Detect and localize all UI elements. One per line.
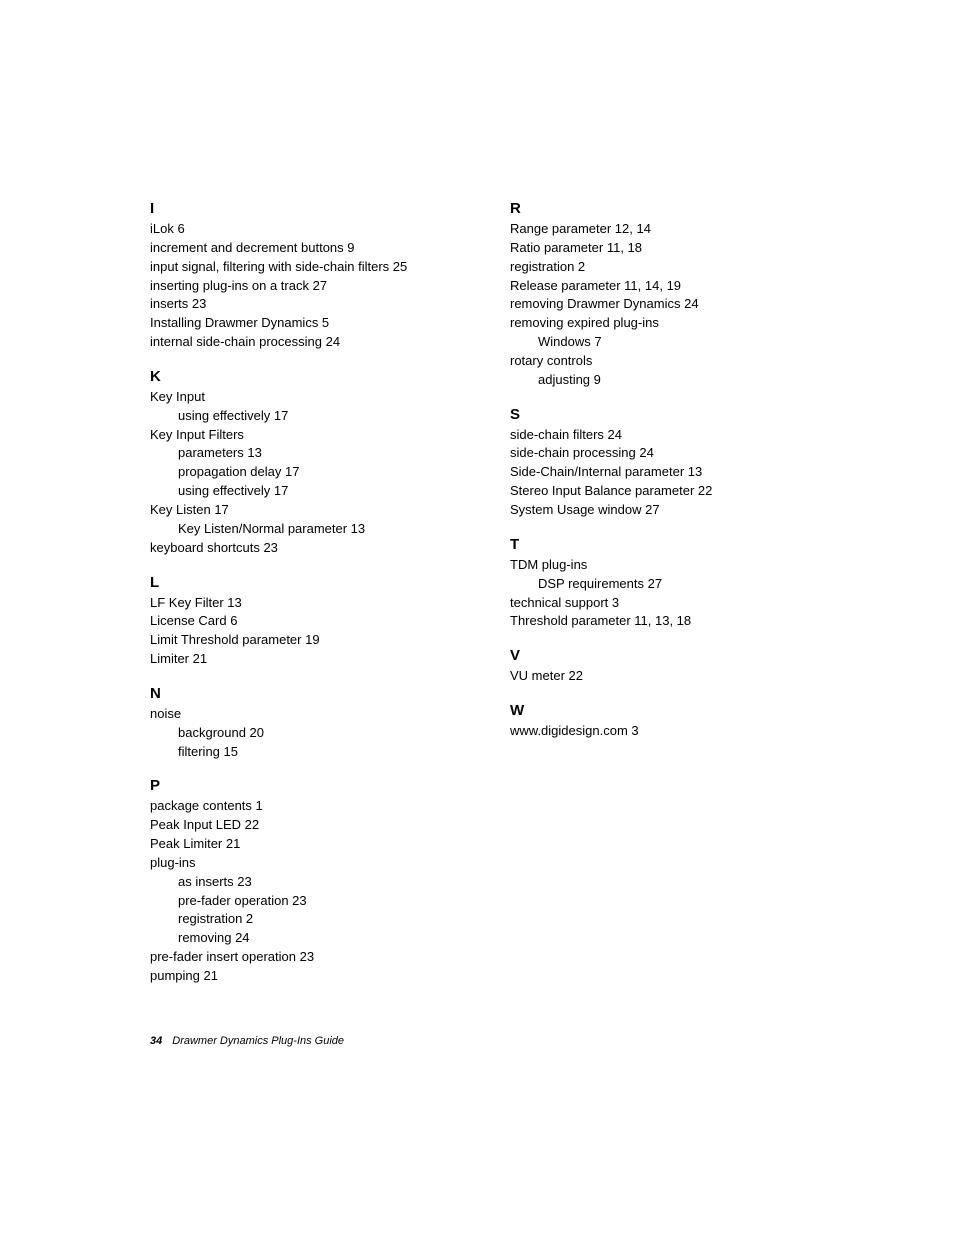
index-entry: Peak Limiter 21	[150, 835, 450, 854]
footer-title: Drawmer Dynamics Plug-Ins Guide	[172, 1035, 344, 1047]
index-entry: using effectively 17	[150, 482, 450, 501]
index-entry: parameters 13	[150, 444, 450, 463]
page: IiLok 6increment and decrement buttons 9…	[0, 0, 954, 1235]
index-entry: keyboard shortcuts 23	[150, 539, 450, 558]
index-letter: P	[150, 777, 450, 794]
index-entry: technical support 3	[510, 594, 810, 613]
index-entry: pre-fader insert operation 23	[150, 948, 450, 967]
index-entry: side-chain processing 24	[510, 444, 810, 463]
index-section: IiLok 6increment and decrement buttons 9…	[150, 200, 450, 352]
index-entry: removing expired plug-ins	[510, 314, 810, 333]
index-entry: internal side-chain processing 24	[150, 333, 450, 352]
index-section: Sside-chain filters 24side-chain process…	[510, 406, 810, 520]
index-entry: background 20	[150, 724, 450, 743]
index-letter: W	[510, 702, 810, 719]
index-entry: propagation delay 17	[150, 463, 450, 482]
index-entry: as inserts 23	[150, 873, 450, 892]
index-entry: inserts 23	[150, 295, 450, 314]
index-entry: Key Input Filters	[150, 426, 450, 445]
index-entry: inserting plug-ins on a track 27	[150, 277, 450, 296]
index-entry: Limiter 21	[150, 650, 450, 669]
index-section: Wwww.digidesign.com 3	[510, 702, 810, 741]
index-letter: T	[510, 536, 810, 553]
index-entry: rotary controls	[510, 352, 810, 371]
index-entry: side-chain filters 24	[510, 426, 810, 445]
index-section: V VU meter 22	[510, 647, 810, 686]
index-entry: Release parameter 11, 14, 19	[510, 277, 810, 296]
index-letter: R	[510, 200, 810, 217]
index-columns: IiLok 6increment and decrement buttons 9…	[150, 200, 954, 1002]
index-section: T TDM plug-insDSP requirements 27technica…	[510, 536, 810, 631]
index-entry: VU meter 22	[510, 667, 810, 686]
index-letter: N	[150, 685, 450, 702]
index-column-right: R Range parameter 12, 14Ratio parameter 1…	[510, 200, 810, 1002]
index-entry: Side-Chain/Internal parameter 13	[510, 463, 810, 482]
index-section: L LF Key Filter 13License Card 6Limit Thr…	[150, 574, 450, 669]
index-section: Ppackage contents 1Peak Input LED 22Peak…	[150, 777, 450, 985]
index-entry: Range parameter 12, 14	[510, 220, 810, 239]
page-footer: 34 Drawmer Dynamics Plug-Ins Guide	[150, 1035, 344, 1047]
index-entry: Windows 7	[510, 333, 810, 352]
index-entry: increment and decrement buttons 9	[150, 239, 450, 258]
index-entry: using effectively 17	[150, 407, 450, 426]
index-column-left: IiLok 6increment and decrement buttons 9…	[150, 200, 450, 1002]
index-entry: pumping 21	[150, 967, 450, 986]
index-entry: LF Key Filter 13	[150, 594, 450, 613]
index-letter: V	[510, 647, 810, 664]
index-entry: package contents 1	[150, 797, 450, 816]
index-entry: removing Drawmer Dynamics 24	[510, 295, 810, 314]
index-entry: plug-ins	[150, 854, 450, 873]
index-entry: Installing Drawmer Dynamics 5	[150, 314, 450, 333]
index-entry: noise	[150, 705, 450, 724]
index-entry: System Usage window 27	[510, 501, 810, 520]
index-entry: registration 2	[150, 910, 450, 929]
index-entry: Peak Input LED 22	[150, 816, 450, 835]
index-entry: pre-fader operation 23	[150, 892, 450, 911]
index-letter: S	[510, 406, 810, 423]
index-entry: Ratio parameter 11, 18	[510, 239, 810, 258]
index-entry: License Card 6	[150, 612, 450, 631]
index-entry: www.digidesign.com 3	[510, 722, 810, 741]
index-entry: Threshold parameter 11, 13, 18	[510, 612, 810, 631]
index-entry: Limit Threshold parameter 19	[150, 631, 450, 650]
index-entry: Key Listen 17	[150, 501, 450, 520]
index-section: R Range parameter 12, 14Ratio parameter 1…	[510, 200, 810, 390]
index-letter: I	[150, 200, 450, 217]
index-entry: Stereo Input Balance parameter 22	[510, 482, 810, 501]
index-entry: filtering 15	[150, 743, 450, 762]
index-letter: K	[150, 368, 450, 385]
index-entry: iLok 6	[150, 220, 450, 239]
index-section: KKey Inputusing effectively 17Key Input …	[150, 368, 450, 558]
index-entry: DSP requirements 27	[510, 575, 810, 594]
index-section: Nnoisebackground 20filtering 15	[150, 685, 450, 762]
page-number: 34	[150, 1035, 162, 1047]
index-entry: removing 24	[150, 929, 450, 948]
index-entry: Key Input	[150, 388, 450, 407]
index-entry: adjusting 9	[510, 371, 810, 390]
index-entry: TDM plug-ins	[510, 556, 810, 575]
index-entry: registration 2	[510, 258, 810, 277]
index-letter: L	[150, 574, 450, 591]
index-entry: Key Listen/Normal parameter 13	[150, 520, 450, 539]
index-entry: input signal, filtering with side-chain …	[150, 258, 450, 277]
